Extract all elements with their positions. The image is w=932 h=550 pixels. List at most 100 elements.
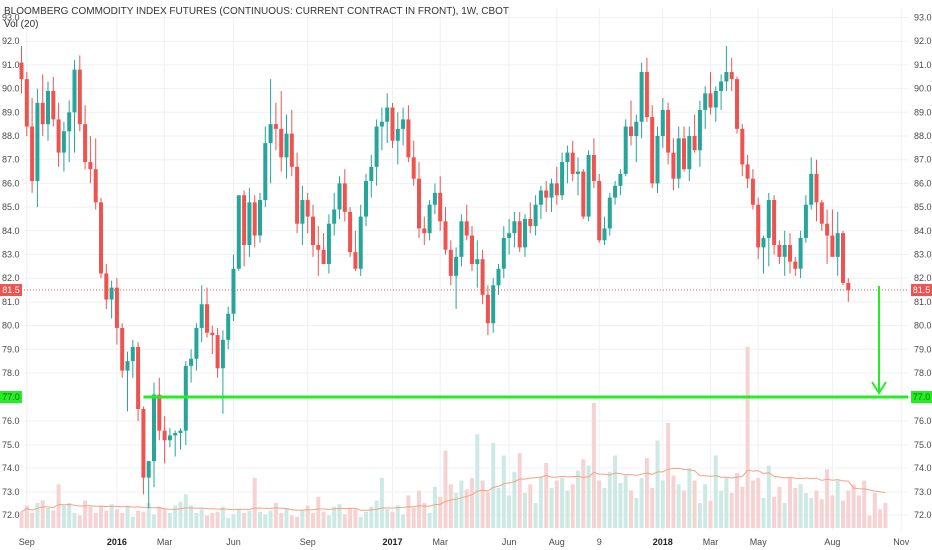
candle-body [618, 173, 623, 186]
candle-body [533, 204, 538, 227]
volume-bar [199, 509, 204, 528]
candle-body [650, 117, 655, 184]
candle-body [300, 199, 305, 224]
candle-body [358, 216, 363, 269]
y-tick-label: 83.0 [914, 250, 932, 260]
candle-body [99, 202, 103, 274]
target-badge-right-text: 77.0 [913, 392, 931, 402]
volume-bar [120, 513, 125, 528]
volume-bar [406, 495, 411, 528]
x-tick-label: Sep [19, 537, 35, 547]
volume-bar [655, 440, 660, 528]
candle-body [554, 183, 559, 196]
candle-body [390, 107, 395, 141]
candle-body [761, 237, 766, 248]
candle-body [379, 121, 384, 127]
candle-body [141, 409, 146, 478]
candle-body [326, 223, 331, 264]
volume-bar [157, 506, 162, 528]
y-tick-label: 89.0 [914, 107, 932, 117]
candle-body [475, 259, 480, 264]
candle-body [570, 152, 575, 174]
grid [24, 8, 908, 530]
candle-body [88, 162, 93, 170]
volume-bar [480, 480, 485, 528]
candle-body [602, 228, 607, 241]
volume-bar [247, 510, 252, 528]
candle-body [77, 69, 82, 125]
volume-bar [485, 491, 490, 528]
y-tick-label: 92.0 [914, 36, 932, 46]
price-axis-right[interactable]: 72.0 73.0 74.0 75.0 76.0 78.0 79.0 80.0 81.0 82.0… [914, 13, 932, 521]
volume-bar [841, 500, 845, 528]
volume-bar [19, 511, 24, 528]
volume-bar [104, 510, 109, 528]
volume-bar [114, 509, 119, 528]
volume-bar [756, 478, 761, 528]
candle-body [660, 109, 665, 136]
candle-body [263, 143, 268, 200]
volume-bar [586, 465, 591, 528]
candle-body [496, 268, 501, 286]
candle-body [544, 190, 549, 198]
candle-body [682, 138, 686, 170]
y-tick-label: 85.0 [2, 202, 20, 212]
y-tick-label: 75.0 [2, 440, 20, 450]
volume-bar [740, 486, 745, 528]
candle-body [729, 72, 734, 80]
candle-body [517, 221, 522, 248]
volume-indicator-label[interactable]: Vol (20) [4, 19, 39, 30]
candle-body [93, 169, 98, 203]
volume-bar [268, 510, 273, 528]
y-tick-label: 84.0 [2, 226, 20, 236]
time-axis[interactable]: Sep 2016 Mar Jun Sep 2017 Mar Jun Aug 9 2018 Mar May… [19, 537, 910, 547]
candle-body [798, 237, 803, 269]
candle-body [83, 124, 88, 163]
x-tick-label: Mar [432, 537, 448, 547]
candle-body [644, 72, 649, 118]
volume-bar [125, 505, 130, 528]
symbol-title[interactable]: BLOOMBERG COMMODITY INDEX FUTURES (CONTI… [4, 6, 510, 17]
volume-bar [183, 494, 188, 528]
price-axis-left[interactable]: 72.0 73.0 74.0 75.0 76.0 78.0 79.0 80.0 81.0 82.0… [2, 13, 20, 521]
volume-bar [724, 478, 729, 528]
candle-body [835, 233, 840, 257]
candle-body [597, 181, 602, 241]
volume-bar [777, 486, 782, 528]
candle-body [777, 245, 782, 257]
candle-body [719, 81, 724, 91]
x-tick-label: Aug [824, 537, 840, 547]
y-tick-label: 75.0 [914, 440, 932, 450]
candle-body [374, 126, 379, 167]
candle-body [289, 133, 294, 167]
volume-bar [766, 465, 771, 528]
candle-body [46, 90, 50, 125]
down-arrow-annotation[interactable] [871, 286, 887, 395]
volume-bar [295, 516, 300, 528]
volume-bar [311, 513, 315, 528]
candle-body [470, 235, 474, 264]
volume-bar [475, 434, 480, 528]
candle-body [40, 102, 45, 125]
x-tick-label: Sep [300, 537, 316, 547]
candle-body [422, 228, 427, 234]
volume-bar [88, 506, 93, 528]
candle-body [30, 126, 35, 182]
candle-body [56, 119, 61, 153]
volume-bar [533, 503, 538, 528]
volume-bar [496, 488, 501, 528]
volume-bar [72, 513, 77, 528]
y-tick-label: 86.0 [914, 178, 932, 188]
candle-body [586, 154, 591, 217]
candle-body [512, 221, 517, 234]
candle-body [252, 202, 257, 236]
volume-bar [364, 511, 368, 528]
volume-bar [448, 484, 453, 528]
volume-bar [284, 508, 289, 528]
volume-bar [130, 516, 135, 528]
y-tick-label: 80.0 [914, 321, 932, 331]
candle-body [242, 195, 247, 246]
volume-bar [332, 506, 337, 528]
volume-bar [761, 498, 766, 528]
